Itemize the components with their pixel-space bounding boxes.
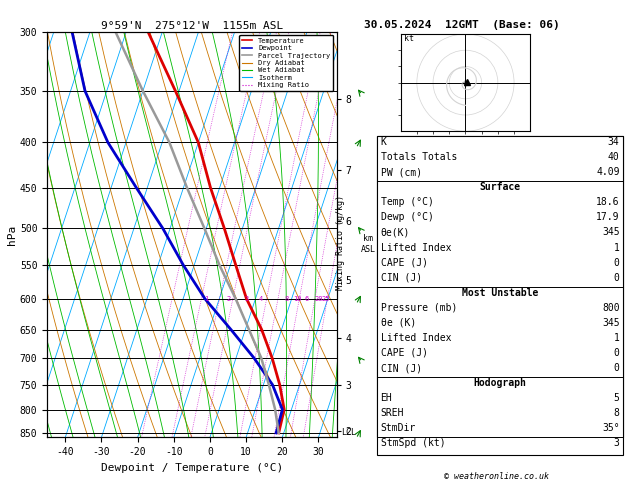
Text: Mixing Ratio (g/kg): Mixing Ratio (g/kg) xyxy=(337,195,345,291)
Text: Hodograph: Hodograph xyxy=(474,378,526,388)
Text: Totals Totals: Totals Totals xyxy=(381,152,457,162)
Text: 30.05.2024  12GMT  (Base: 06): 30.05.2024 12GMT (Base: 06) xyxy=(364,20,560,31)
Text: PW (cm): PW (cm) xyxy=(381,167,421,177)
Text: 5: 5 xyxy=(614,393,620,403)
Text: 2: 2 xyxy=(226,295,230,302)
Text: 10: 10 xyxy=(293,295,301,302)
Text: 0: 0 xyxy=(614,363,620,373)
Text: 25: 25 xyxy=(322,295,330,302)
Text: Most Unstable: Most Unstable xyxy=(462,288,538,298)
Text: 1: 1 xyxy=(614,243,620,253)
Text: 18.6: 18.6 xyxy=(596,197,620,208)
Text: Lifted Index: Lifted Index xyxy=(381,243,451,253)
Text: Pressure (mb): Pressure (mb) xyxy=(381,303,457,313)
Text: 34: 34 xyxy=(608,137,620,147)
Text: θe (K): θe (K) xyxy=(381,318,416,328)
Text: 1: 1 xyxy=(204,295,209,302)
Text: θe(K): θe(K) xyxy=(381,227,410,238)
Text: 6: 6 xyxy=(304,295,308,302)
Text: LCL: LCL xyxy=(341,428,355,437)
Text: Dewp (°C): Dewp (°C) xyxy=(381,212,433,223)
Text: CIN (J): CIN (J) xyxy=(381,363,421,373)
Text: CAPE (J): CAPE (J) xyxy=(381,258,428,268)
X-axis label: Dewpoint / Temperature (°C): Dewpoint / Temperature (°C) xyxy=(101,463,283,473)
Text: SREH: SREH xyxy=(381,408,404,418)
Text: 345: 345 xyxy=(602,227,620,238)
Text: 800: 800 xyxy=(602,303,620,313)
Text: 3: 3 xyxy=(614,438,620,449)
Text: Lifted Index: Lifted Index xyxy=(381,333,451,343)
Text: 20: 20 xyxy=(314,295,323,302)
Text: 0: 0 xyxy=(614,273,620,283)
Text: 3: 3 xyxy=(244,295,248,302)
Text: 1: 1 xyxy=(614,333,620,343)
Text: EH: EH xyxy=(381,393,392,403)
Text: CIN (J): CIN (J) xyxy=(381,273,421,283)
Text: 35°: 35° xyxy=(602,423,620,434)
Text: Temp (°C): Temp (°C) xyxy=(381,197,433,208)
Text: 4: 4 xyxy=(259,295,263,302)
Text: K: K xyxy=(381,137,386,147)
Text: Surface: Surface xyxy=(479,182,521,192)
Text: kt: kt xyxy=(404,34,414,42)
Text: 0: 0 xyxy=(614,348,620,358)
Legend: Temperature, Dewpoint, Parcel Trajectory, Dry Adiabat, Wet Adiabat, Isotherm, Mi: Temperature, Dewpoint, Parcel Trajectory… xyxy=(239,35,333,91)
Text: StmSpd (kt): StmSpd (kt) xyxy=(381,438,445,449)
Text: 17.9: 17.9 xyxy=(596,212,620,223)
Y-axis label: hPa: hPa xyxy=(7,225,17,244)
Text: StmDir: StmDir xyxy=(381,423,416,434)
Text: 345: 345 xyxy=(602,318,620,328)
Title: 9°59'N  275°12'W  1155m ASL: 9°59'N 275°12'W 1155m ASL xyxy=(101,21,283,31)
Text: 8: 8 xyxy=(284,295,288,302)
Y-axis label: km
ASL: km ASL xyxy=(360,235,376,254)
Text: 8: 8 xyxy=(614,408,620,418)
Text: © weatheronline.co.uk: © weatheronline.co.uk xyxy=(445,472,549,481)
Text: CAPE (J): CAPE (J) xyxy=(381,348,428,358)
Text: 40: 40 xyxy=(608,152,620,162)
Text: 0: 0 xyxy=(614,258,620,268)
Text: 4.09: 4.09 xyxy=(596,167,620,177)
